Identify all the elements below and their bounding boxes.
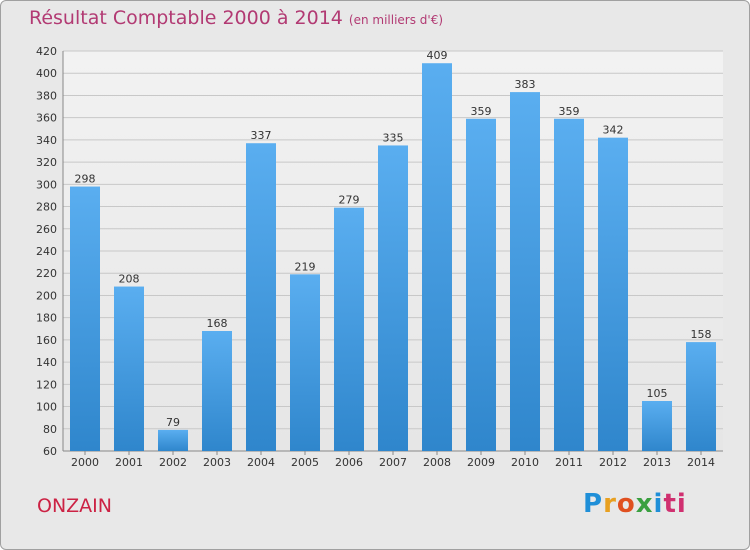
y-tick-label: 400 <box>36 67 57 80</box>
bar <box>642 401 672 451</box>
bar-value-label: 359 <box>559 105 580 118</box>
x-tick-label: 2003 <box>203 456 231 469</box>
bar <box>422 63 452 451</box>
bar <box>246 143 276 451</box>
bar-value-label: 359 <box>471 105 492 118</box>
bar-value-label: 219 <box>295 260 316 273</box>
bar <box>202 331 232 451</box>
proxiti-logo: Proxiti <box>583 489 687 519</box>
x-tick-label: 2014 <box>687 456 715 469</box>
bar <box>598 137 628 451</box>
bar-value-label: 298 <box>75 173 96 186</box>
bar <box>466 118 496 452</box>
bar-value-label: 383 <box>515 78 536 91</box>
chart-subtitle: (en milliers d'€) <box>348 13 444 27</box>
x-tick-label: 2006 <box>335 456 363 469</box>
bar-value-label: 208 <box>119 273 140 286</box>
y-tick-label: 120 <box>36 378 57 391</box>
x-tick-label: 2010 <box>511 456 539 469</box>
bar-value-label: 279 <box>339 194 360 207</box>
y-tick-label: 160 <box>36 334 57 347</box>
bar <box>378 145 408 451</box>
x-tick-label: 2001 <box>115 456 143 469</box>
bar <box>290 274 320 451</box>
x-tick-label: 2007 <box>379 456 407 469</box>
y-tick-label: 300 <box>36 178 57 191</box>
logo-letter: ti <box>663 489 687 519</box>
bar-value-label: 79 <box>166 416 180 429</box>
bar-value-label: 337 <box>251 129 272 142</box>
logo-letter: P <box>583 489 604 519</box>
chart-title: Résultat Comptable 2000 à 2014 (en millie… <box>29 7 443 29</box>
y-tick-label: 140 <box>36 356 57 369</box>
bar-value-label: 168 <box>207 317 228 330</box>
y-tick-label: 420 <box>36 45 57 58</box>
y-tick-label: 280 <box>36 201 57 214</box>
x-tick-label: 2000 <box>71 456 99 469</box>
logo-letter: r <box>603 489 617 519</box>
y-tick-label: 340 <box>36 134 57 147</box>
x-tick-label: 2005 <box>291 456 319 469</box>
bar <box>70 186 100 452</box>
chart-title-text: Résultat Comptable 2000 à 2014 <box>29 7 343 29</box>
y-tick-label: 220 <box>36 267 57 280</box>
logo-letter: i <box>653 489 664 519</box>
x-tick-label: 2011 <box>555 456 583 469</box>
y-tick-label: 260 <box>36 223 57 236</box>
logo-letter: x <box>635 489 654 519</box>
x-tick-label: 2012 <box>599 456 627 469</box>
place-label: ONZAIN <box>37 495 112 517</box>
y-tick-label: 360 <box>36 112 57 125</box>
logo-letter: o <box>616 489 636 519</box>
bar-value-label: 105 <box>647 387 668 400</box>
x-axis: 2000 2001 2002 2003 2004 2005 2006 2007 2008 2009… <box>71 451 715 469</box>
bar <box>686 342 716 451</box>
x-tick-label: 2002 <box>159 456 187 469</box>
bar-value-label: 335 <box>383 131 404 144</box>
bar-value-label: 158 <box>691 328 712 341</box>
bar <box>510 92 540 451</box>
y-tick-label: 240 <box>36 245 57 258</box>
y-axis: 60 80 100 120 140 160 180 200 220 240 260 280 300 320… <box>36 45 723 458</box>
bar-value-label: 342 <box>603 124 624 137</box>
y-tick-label: 60 <box>43 445 57 458</box>
bars: 298 208 79 168 337 219 279 335 409 359 383 359 342 10… <box>70 49 716 452</box>
y-tick-label: 100 <box>36 401 57 414</box>
x-tick-label: 2004 <box>247 456 275 469</box>
x-tick-label: 2008 <box>423 456 451 469</box>
bar <box>158 429 188 451</box>
y-tick-label: 200 <box>36 289 57 302</box>
bar <box>114 286 144 451</box>
bar-value-label: 409 <box>427 49 448 62</box>
y-tick-label: 180 <box>36 312 57 325</box>
y-tick-label: 80 <box>43 423 57 436</box>
bar <box>334 207 364 451</box>
x-tick-label: 2013 <box>643 456 671 469</box>
y-tick-label: 320 <box>36 156 57 169</box>
x-tick-label: 2009 <box>467 456 495 469</box>
y-tick-label: 380 <box>36 89 57 102</box>
bar <box>554 118 584 452</box>
